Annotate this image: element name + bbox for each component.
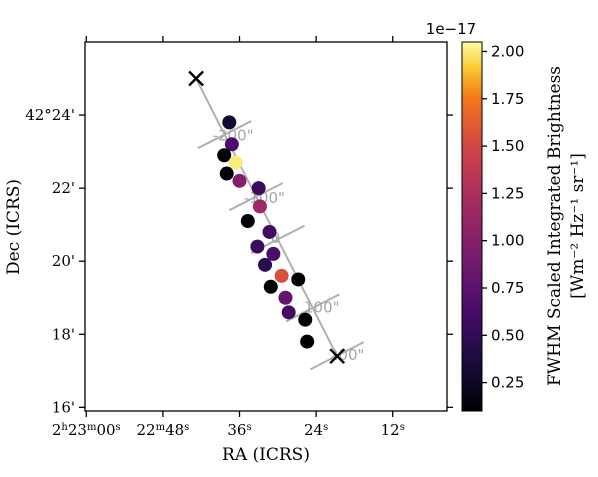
colorbar-tick-label: 0.75 bbox=[491, 279, 524, 297]
y-tick-label: 18' bbox=[52, 325, 75, 343]
offset-tick bbox=[197, 120, 252, 150]
data-point bbox=[266, 246, 281, 261]
x-tick-label-part: 22 bbox=[136, 421, 155, 439]
data-point bbox=[252, 199, 267, 214]
colorbar-tick-label: 0.50 bbox=[491, 326, 524, 344]
x-tick-label-part: 36 bbox=[227, 421, 246, 439]
end-marker bbox=[188, 70, 204, 87]
colorbar-tick-label: 1.50 bbox=[491, 137, 524, 155]
y-axis-title: Dec (ICRS) bbox=[4, 179, 24, 275]
colorbar: 0.25 0.50 0.75 1.00 1.25 1.50 1.75 2.00 1e−17 F… bbox=[426, 20, 588, 412]
colorbar-tick-label: 1.00 bbox=[491, 232, 524, 250]
slit-line bbox=[195, 78, 339, 357]
colorbar-tick-label: 1.25 bbox=[491, 184, 524, 202]
colorbar-tick-label: 0.25 bbox=[491, 374, 524, 392]
data-point bbox=[232, 173, 247, 188]
colorbar-tick-label: 2.00 bbox=[491, 42, 524, 60]
axes: 2h23m00s 22m48s 36s 24s 12s16'18'20'22'42°24… bbox=[25, 36, 453, 439]
data-point bbox=[262, 224, 277, 239]
colorbar-ticks: 0.25 0.50 0.75 1.00 1.25 1.50 1.75 2.00 bbox=[482, 42, 524, 392]
data-point bbox=[222, 115, 237, 130]
x-axis-title: RA (ICRS) bbox=[222, 445, 310, 465]
data-point bbox=[224, 137, 239, 152]
offset-label: 200" bbox=[329, 346, 365, 364]
y-tick-label: 16' bbox=[52, 398, 75, 416]
x-tick-label-part: s bbox=[400, 422, 405, 433]
end-marker bbox=[329, 348, 346, 365]
colorbar-scale-label: 1e−17 bbox=[426, 20, 476, 38]
colorbar-gradient bbox=[461, 41, 483, 412]
plot-frame bbox=[84, 41, 448, 412]
offset-label: 0 bbox=[271, 229, 281, 247]
x-tick-label-part: 24 bbox=[304, 421, 323, 439]
y-tick-label: 20' bbox=[52, 252, 75, 270]
data-point bbox=[278, 290, 293, 305]
x-tick-label: 24s bbox=[304, 421, 328, 439]
x-tick-label-part: 00 bbox=[96, 421, 115, 439]
data-point bbox=[251, 181, 266, 196]
data-point bbox=[219, 166, 234, 181]
x-tick-label: 22m48s bbox=[136, 421, 189, 439]
data-point bbox=[250, 239, 265, 254]
data-point bbox=[281, 305, 296, 320]
x-tick-label-part: m bbox=[156, 422, 166, 433]
data-point bbox=[291, 272, 306, 287]
data-point bbox=[217, 148, 232, 163]
x-tick-label-part: s bbox=[323, 422, 328, 433]
x-tick-label: 36s bbox=[227, 421, 251, 439]
colorbar-units: [Wm⁻² Hz⁻¹ sr⁻¹] bbox=[568, 153, 588, 299]
x-tick-label-part: h bbox=[61, 422, 68, 433]
colorbar-tick-label: 1.75 bbox=[491, 90, 524, 108]
data-point bbox=[228, 155, 243, 170]
data-point bbox=[258, 257, 273, 272]
x-tick-label-part: 12 bbox=[381, 421, 400, 439]
x-tick-label: 2h23m00s bbox=[52, 421, 121, 439]
x-tick-label-part: s bbox=[246, 422, 251, 433]
offset-label: 100" bbox=[304, 298, 340, 316]
x-tick-label-part: 48 bbox=[165, 421, 184, 439]
offset-tick bbox=[285, 293, 340, 323]
data-point bbox=[263, 279, 278, 294]
y-tick-label: 22' bbox=[52, 179, 75, 197]
x-tick-label-part: 23 bbox=[68, 421, 87, 439]
data-point bbox=[240, 214, 255, 229]
offset-tick bbox=[228, 182, 284, 212]
x-tick-label-part: m bbox=[87, 422, 97, 433]
x-tick-label: 12s bbox=[381, 421, 405, 439]
y-tick-label: 42°24' bbox=[25, 106, 75, 124]
colorbar-title: FWHM Scaled Integrated Brightness bbox=[545, 66, 565, 386]
x-tick-label-part: s bbox=[184, 422, 189, 433]
data-point bbox=[300, 334, 315, 349]
x-tick-label-part: 2 bbox=[52, 421, 62, 439]
x-tick-label-part: s bbox=[116, 422, 121, 433]
data-point bbox=[274, 268, 289, 283]
offset-label: -200" bbox=[213, 127, 254, 145]
data-point bbox=[298, 312, 313, 327]
